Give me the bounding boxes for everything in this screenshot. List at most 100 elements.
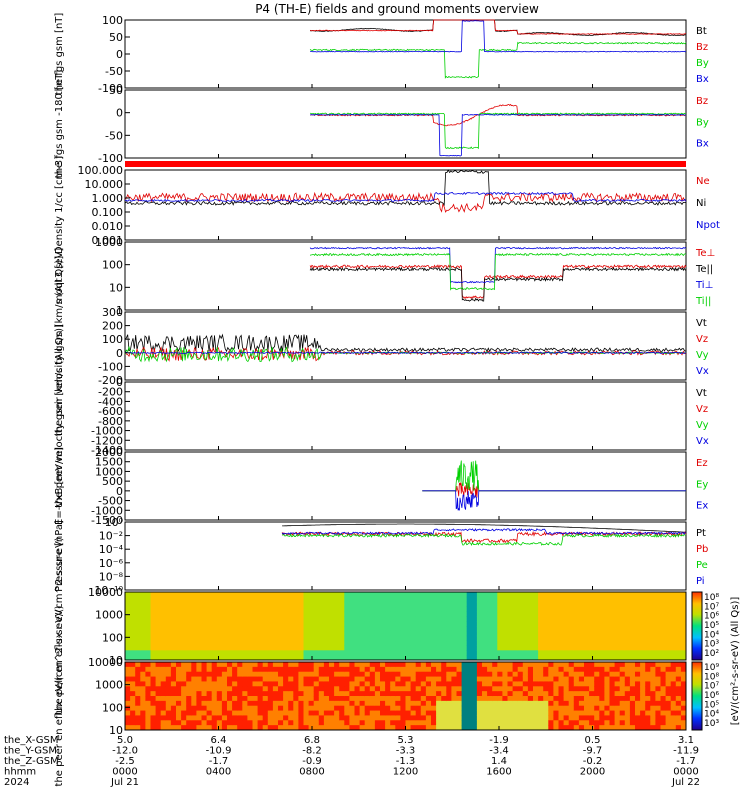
spectrogram-cell — [589, 700, 595, 707]
spectrogram-cell — [436, 676, 442, 682]
spectrogram-cell — [339, 681, 345, 687]
spectrogram-cell — [380, 596, 386, 603]
spectrogram-cell — [670, 621, 677, 627]
spectrogram-cell — [640, 606, 646, 612]
spectrogram-cell — [227, 700, 233, 707]
spectrogram-cell — [604, 630, 610, 637]
spectrogram-cell — [221, 715, 228, 721]
spectrogram-cell — [344, 681, 350, 687]
spectrogram-cell — [344, 645, 350, 651]
spectrogram-cell — [380, 645, 386, 651]
spectrogram-cell — [181, 596, 187, 603]
spectrogram-cell — [558, 616, 565, 622]
spectrogram-cell — [125, 696, 131, 702]
spectrogram-cell — [405, 710, 412, 716]
spectrogram-cell — [374, 621, 381, 627]
spectrogram-cell — [553, 645, 559, 651]
spectrogram-cell — [568, 662, 575, 668]
spectrogram-cell — [624, 681, 631, 687]
spectrogram-cell — [216, 666, 223, 673]
spectrogram-cell — [308, 666, 315, 673]
spectrogram-cell — [145, 592, 151, 598]
spectrogram-cell — [303, 616, 310, 622]
spectrogram-cell — [242, 676, 248, 682]
spectrogram-cell — [619, 645, 626, 651]
spectrogram-cell — [262, 611, 269, 617]
spectrogram-cell — [339, 666, 345, 673]
spectrogram-cell — [655, 705, 661, 712]
spectrogram-cell — [461, 626, 468, 632]
spectrogram-cell — [196, 630, 202, 637]
spectrogram-cell — [298, 606, 304, 612]
spectrogram-cell — [446, 696, 452, 702]
spectrogram-cell — [425, 635, 432, 642]
spectrogram-cell — [487, 626, 493, 632]
spectrogram-cell — [512, 715, 519, 721]
spectrogram-cell — [405, 650, 412, 656]
spectrogram-cell — [313, 655, 320, 661]
spectrogram-cell — [130, 630, 136, 637]
spectrogram-cell — [487, 606, 493, 612]
spectrogram-cell — [252, 650, 259, 656]
spectrogram-cell — [568, 681, 575, 687]
spectrogram-cell — [568, 596, 575, 603]
y-tick-label: 10 — [109, 654, 123, 667]
spectrogram-cell — [216, 645, 223, 651]
spectrogram-cell — [288, 611, 294, 617]
spectrogram-cell — [471, 606, 478, 612]
spectrogram-cell — [482, 662, 488, 668]
spectrogram-cell — [329, 705, 335, 712]
spectrogram-cell — [655, 725, 661, 731]
spectrogram-cell — [242, 645, 248, 651]
spectrogram-cell — [278, 592, 284, 598]
spectrogram-cell — [573, 640, 580, 646]
spectrogram-cell — [420, 696, 427, 702]
spectrogram-cell — [160, 645, 167, 651]
spectrogram-cell — [568, 592, 575, 598]
spectrogram-cell — [267, 715, 274, 721]
spectrogram-cell — [405, 720, 412, 726]
spectrogram-cell — [252, 662, 259, 668]
spectrogram-cell — [359, 630, 366, 637]
spectrogram-cell — [471, 696, 478, 702]
legend-Ni: Ni — [696, 198, 706, 209]
spectrogram-cell — [221, 611, 228, 617]
spectrogram-cell — [201, 655, 208, 661]
spectrogram-cell — [476, 681, 483, 687]
spectrogram-cell — [339, 650, 345, 656]
spectrogram-cell — [578, 715, 585, 721]
spectrogram-cell — [441, 691, 447, 697]
spectrogram-cell — [313, 630, 320, 637]
spectrogram-cell — [288, 671, 294, 678]
spectrogram-cell — [130, 601, 136, 608]
spectrogram-cell — [135, 686, 141, 692]
spectrogram-cell — [563, 621, 570, 627]
spectrogram-cell — [170, 671, 177, 678]
spectrogram-cell — [410, 662, 417, 668]
spectrogram-cell — [466, 630, 473, 637]
spectrogram-cell — [604, 662, 610, 668]
spectrogram-cell — [201, 616, 208, 622]
spectrogram-cell — [211, 655, 218, 661]
spectrogram-cell — [176, 650, 182, 656]
spectrogram-cell — [155, 700, 162, 707]
spectrogram-cell — [589, 715, 595, 721]
spectrogram-cell — [176, 592, 182, 598]
spectrogram-cell — [456, 715, 463, 721]
spectrogram-cell — [431, 596, 437, 603]
spectrogram-cell — [329, 671, 335, 678]
y-tick-label: 300 — [102, 306, 123, 319]
spectrogram-cell — [125, 676, 131, 682]
spectrogram-cell — [313, 626, 320, 632]
spectrogram-cell — [150, 725, 157, 731]
spectrogram-cell — [206, 725, 213, 731]
spectrogram-cell — [512, 710, 519, 716]
spectrogram-cell — [400, 700, 406, 707]
spectrogram-cell — [675, 645, 682, 651]
spectrogram-cell — [589, 666, 595, 673]
ephemeris-value: -3.3 — [396, 746, 416, 757]
spectrogram-cell — [533, 666, 539, 673]
spectrogram-cell — [635, 611, 641, 617]
spectrogram-cell — [645, 696, 651, 702]
spectrogram-cell — [522, 592, 529, 598]
